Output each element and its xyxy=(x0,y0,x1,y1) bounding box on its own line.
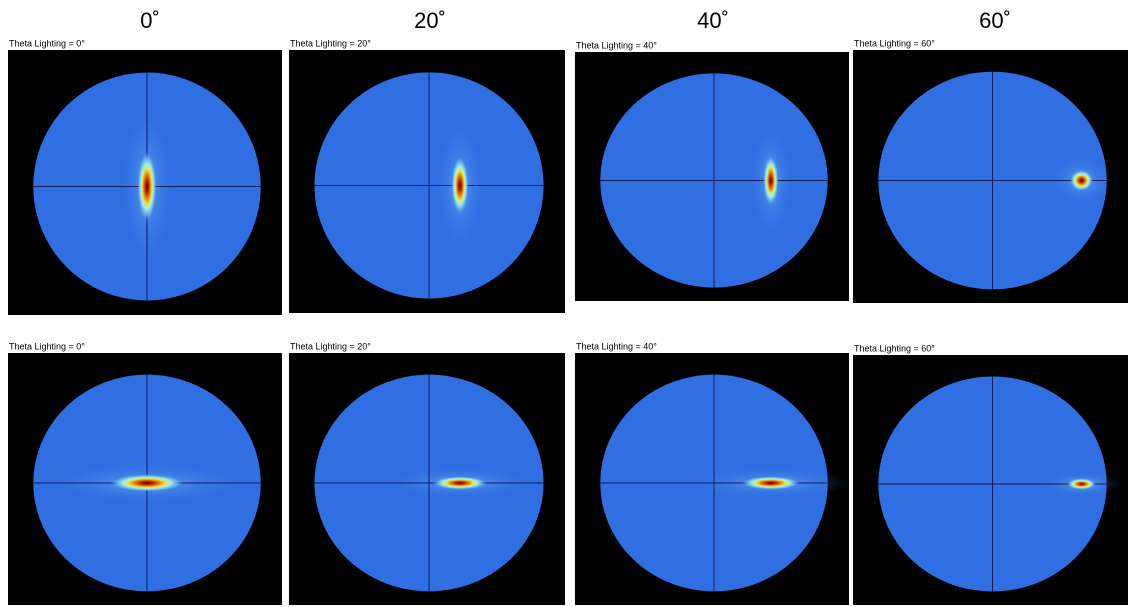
panel-label: Theta Lighting = 0° xyxy=(9,38,85,48)
panel-label: Theta Lighting = 20° xyxy=(290,38,371,48)
specular-peak xyxy=(740,476,801,490)
specular-peak xyxy=(431,476,488,490)
specular-peak xyxy=(137,150,157,223)
column-heading: 0˚ xyxy=(140,8,160,33)
panel-label: Theta Lighting = 40° xyxy=(576,40,657,50)
specular-peak xyxy=(1069,169,1094,192)
panel-label: Theta Lighting = 40° xyxy=(576,341,657,351)
column-heading: 60˚ xyxy=(979,8,1011,33)
column-heading: 40˚ xyxy=(697,8,729,33)
specular-peak xyxy=(109,474,185,492)
column-heading: 20˚ xyxy=(414,8,446,33)
specular-peak xyxy=(762,154,779,207)
specular-peak xyxy=(1066,478,1097,490)
panel-label: Theta Lighting = 20° xyxy=(290,341,371,351)
panel-label: Theta Lighting = 0° xyxy=(9,341,85,351)
panel-label: Theta Lighting = 60° xyxy=(854,343,935,353)
panel-label: Theta Lighting = 60° xyxy=(854,38,935,48)
specular-peak xyxy=(450,155,469,216)
